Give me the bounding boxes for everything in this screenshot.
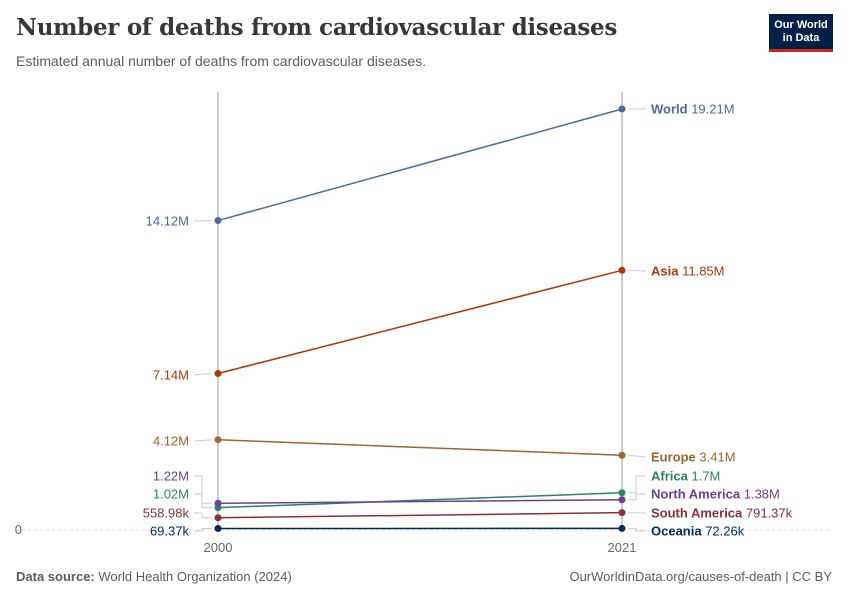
data-source: Data source: World Health Organization (… [16,569,292,584]
series-line-south-america [217,511,623,519]
data-point [618,489,626,497]
chart-subtitle: Estimated annual number of deaths from c… [16,53,427,69]
connector-line [628,493,646,501]
connector-line [194,493,212,509]
x-tick-label: 2021 [608,540,637,555]
connector-line [627,269,647,272]
owid-logo[interactable]: Our World in Data [769,14,833,52]
y-zero-label: 0 [15,522,22,537]
connector-line [628,475,646,494]
connector-line [193,373,213,376]
data-point [214,499,222,507]
connector-line [194,475,212,504]
connector-line [628,527,646,532]
connector-line [194,512,212,519]
chart-title: Number of deaths from cardiovascular dis… [16,14,618,41]
series-label: North America 1.38M [651,487,780,502]
data-point [618,496,626,504]
start-value-label: 1.02M [153,487,189,502]
start-value-label: 558.98k [143,506,190,521]
series-label: Asia 11.85M [651,264,724,279]
start-value-label: 4.12M [153,434,189,449]
start-value-label: 1.22M [153,469,189,484]
connector-line [194,527,212,532]
data-point [214,514,222,522]
series-line-world [217,108,623,222]
series-label: Europe 3.41M [651,450,736,465]
data-point [618,451,626,459]
series-label: World 19.21M [651,102,735,117]
x-tick-label: 2000 [204,540,233,555]
series-label: Africa 1.7M [651,469,720,484]
connector-line [193,439,213,442]
data-point [214,524,222,532]
data-point [214,436,222,444]
series-line-europe [217,438,623,457]
series-line-africa [217,491,623,509]
data-point [618,105,626,113]
series-label: Oceania 72.26k [651,524,745,539]
start-value-label: 14.12M [146,214,189,229]
series-line-asia [217,269,623,375]
data-point [618,509,626,517]
data-point [214,217,222,225]
start-value-label: 7.14M [153,368,189,383]
source-link[interactable]: OurWorldinData.org/causes-of-death | CC … [569,569,832,584]
data-point [618,266,626,274]
series-label: South America 791.37k [651,506,793,521]
connector-line [627,454,647,458]
data-point [618,524,626,532]
start-value-label: 69.37k [150,524,190,539]
series-line-north-america [217,499,623,505]
data-point [214,370,222,378]
